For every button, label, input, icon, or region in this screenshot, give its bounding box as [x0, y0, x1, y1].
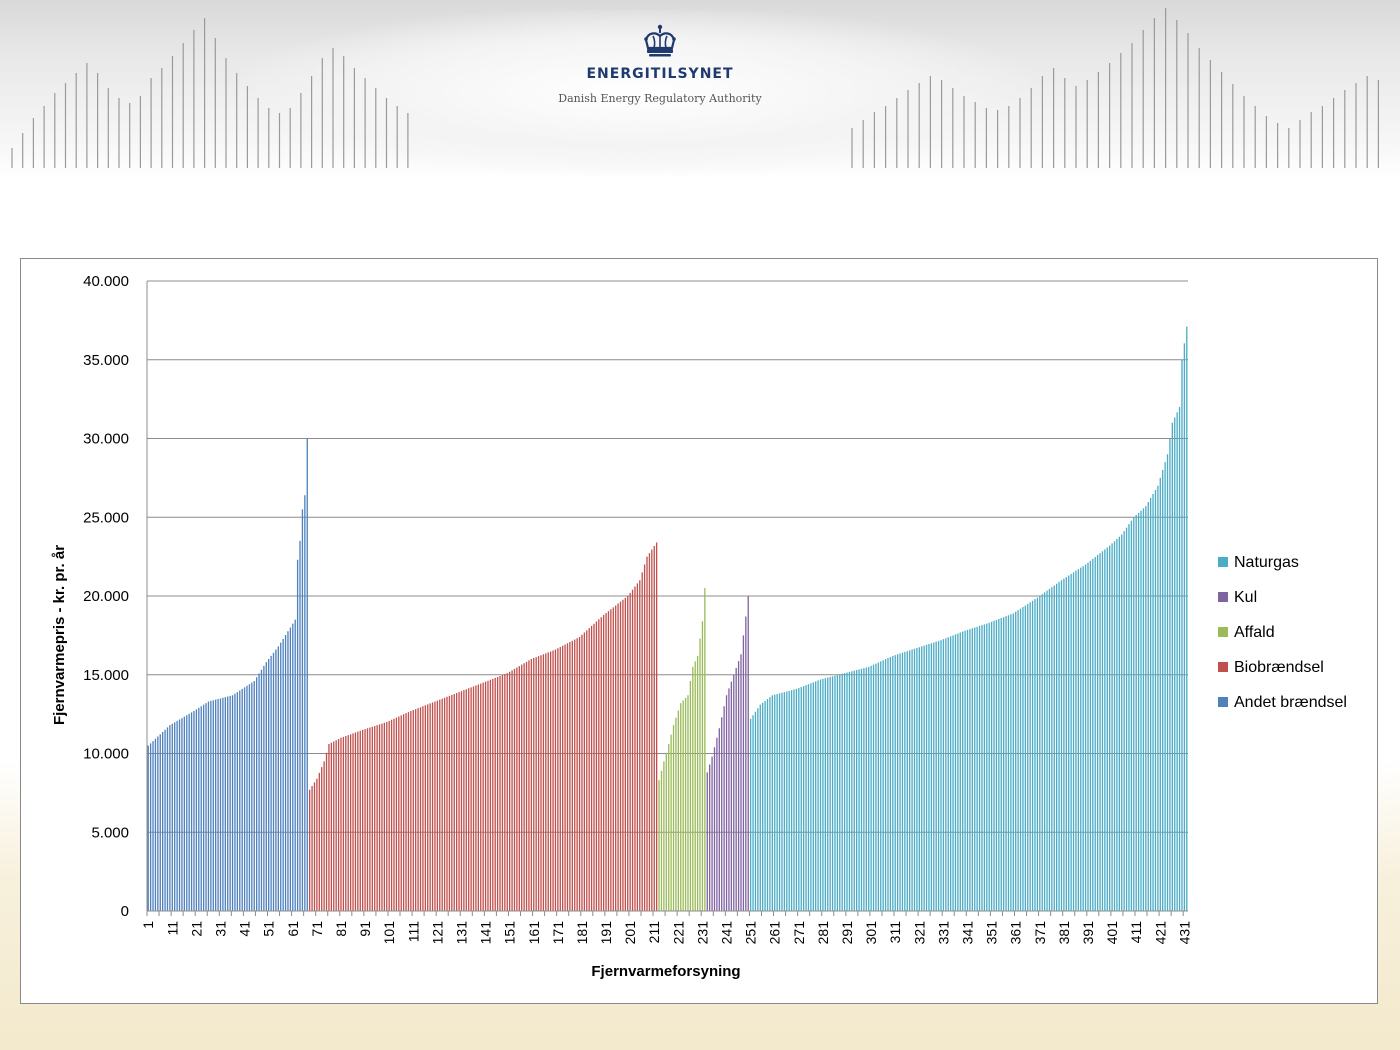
x-tick-label: 401 — [1104, 921, 1120, 945]
x-tick-label: 411 — [1128, 921, 1144, 944]
x-tick-labels: 1 11 21 31 41 51 61 71 81 91 101 111 121 131 141 151 161… — [140, 921, 1192, 945]
banner-glow — [240, 10, 1030, 175]
x-tick-label: 421 — [1152, 921, 1168, 945]
x-tick-label: 331 — [935, 921, 951, 945]
x-tick-label: 321 — [911, 921, 927, 945]
x-tick-label: 281 — [815, 921, 831, 945]
x-tick-label: 341 — [960, 921, 976, 945]
legend-swatch — [1218, 592, 1228, 602]
legend-swatch — [1218, 662, 1228, 672]
chart-frame: 0 5.000 10.000 15.000 20.000 25.000 30.000 35.0… — [20, 258, 1378, 1004]
x-tick-label: 301 — [863, 921, 879, 945]
x-tick-label: 21 — [188, 921, 204, 937]
x-tick-label: 11 — [164, 921, 180, 936]
x-tick-label: 311 — [887, 921, 903, 944]
y-tick-label: 5.000 — [91, 824, 129, 841]
y-tick-label: 40.000 — [83, 273, 129, 290]
x-tick-label: 91 — [357, 921, 373, 937]
legend-swatch — [1218, 557, 1228, 567]
x-tick-label: 261 — [767, 921, 783, 945]
y-tick-label: 35.000 — [83, 352, 129, 369]
header-banner: ENERGITILSYNET Danish Energy Regulatory … — [0, 0, 1400, 180]
x-tick-label: 151 — [502, 921, 518, 945]
y-tick-label: 30.000 — [83, 431, 129, 448]
x-tick-label: 431 — [1176, 921, 1192, 945]
x-tick-label: 1 — [140, 921, 156, 929]
legend-label: Biobrændsel — [1234, 659, 1324, 676]
axes — [146, 281, 1188, 916]
x-tick-label: 371 — [1032, 921, 1048, 945]
x-tick-label: 221 — [670, 921, 686, 945]
y-tick-label: 20.000 — [83, 588, 129, 605]
x-tick-label: 181 — [574, 921, 590, 945]
y-axis-label: Fjernvarmepris - kr. pr. år — [51, 545, 68, 725]
legend-label: Affald — [1234, 624, 1275, 641]
y-tick-labels: 0 5.000 10.000 15.000 20.000 25.000 30.000 35.0… — [83, 273, 129, 920]
x-tick-label: 51 — [261, 921, 277, 937]
series-naturgas — [749, 326, 1188, 911]
legend-label: Kul — [1234, 589, 1257, 606]
series-affald — [658, 588, 706, 911]
legend-label: Naturgas — [1234, 554, 1299, 571]
y-tick-label: 25.000 — [83, 509, 129, 526]
x-tick-label: 201 — [622, 921, 638, 945]
series-andet-brændsel — [147, 438, 308, 911]
x-tick-label: 141 — [478, 921, 494, 945]
chart: 0 5.000 10.000 15.000 20.000 25.000 30.000 35.0… — [51, 273, 1347, 980]
x-tick-label: 61 — [285, 921, 301, 937]
y-tick-label: 0 — [121, 903, 129, 920]
x-axis-label: Fjernvarmeforsyning — [591, 963, 740, 980]
series-kul — [706, 596, 749, 911]
x-tick-label: 191 — [598, 921, 614, 945]
bars — [147, 326, 1188, 911]
banner-decoration — [11, 8, 1380, 168]
grid-lines — [147, 280, 1188, 833]
legend: Naturgas Kul Affald Biobrændsel Andet brænds… — [1218, 554, 1347, 711]
brand-name: ENERGITILSYNET — [586, 66, 734, 82]
x-tick-label: 231 — [694, 921, 710, 945]
x-tick-label: 171 — [550, 921, 566, 945]
y-tick-label: 15.000 — [83, 667, 129, 684]
y-tick-label: 10.000 — [83, 746, 129, 763]
legend-label: Andet brændsel — [1234, 694, 1347, 711]
x-tick-label: 251 — [743, 921, 759, 945]
x-tick-label: 391 — [1080, 921, 1096, 945]
brand-subtitle: Danish Energy Regulatory Authority — [558, 92, 762, 105]
x-tick-label: 361 — [1008, 921, 1024, 945]
x-tick-label: 111 — [405, 921, 421, 942]
x-tick-label: 291 — [839, 921, 855, 945]
x-tick-label: 31 — [212, 921, 228, 937]
x-tick-label: 121 — [429, 921, 445, 945]
x-tick-label: 71 — [309, 921, 325, 937]
x-tick-label: 241 — [719, 921, 735, 945]
royal-crown-icon — [644, 24, 676, 57]
logo-block: ENERGITILSYNET Danish Energy Regulatory … — [540, 22, 780, 112]
x-tick-label: 81 — [333, 921, 349, 937]
legend-swatch — [1218, 697, 1228, 707]
series-biobrændsel — [308, 542, 658, 911]
x-tick-label: 131 — [453, 921, 469, 945]
legend-swatch — [1218, 627, 1228, 637]
x-tick-label: 381 — [1056, 921, 1072, 945]
x-tick-label: 271 — [791, 921, 807, 945]
x-tick-label: 351 — [984, 921, 1000, 945]
x-tick-label: 161 — [526, 921, 542, 945]
x-tick-label: 211 — [646, 921, 662, 944]
x-tick-label: 41 — [237, 921, 253, 937]
x-tick-label: 101 — [381, 921, 397, 945]
